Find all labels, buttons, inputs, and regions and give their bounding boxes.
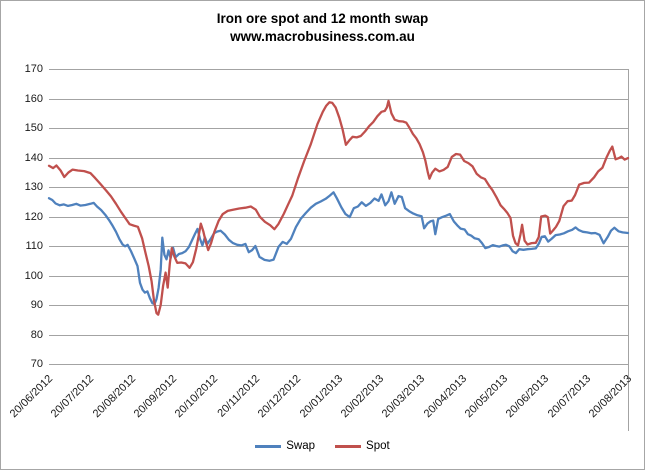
y-axis-tick-label: 80 xyxy=(30,328,43,341)
spot-legend-label: Spot xyxy=(366,440,390,452)
swap-legend-line-icon xyxy=(255,444,282,448)
legend: Swap Spot xyxy=(1,440,644,452)
chart-subtitle: www.macrobusiness.com.au xyxy=(230,29,415,44)
chart-title: Iron ore spot and 12 month swap xyxy=(216,11,429,26)
gridline-y-100 xyxy=(49,275,628,277)
swap-legend-label: Swap xyxy=(286,440,316,452)
legend-item-swap: Swap xyxy=(255,440,315,452)
gridline-y-120 xyxy=(49,216,628,218)
gridline-y-110 xyxy=(49,246,628,247)
y-axis-tick-label: 70 xyxy=(30,358,43,370)
legend-item-spot: Spot xyxy=(335,440,390,452)
gridline-y-90 xyxy=(49,305,628,306)
swap-series-line xyxy=(47,191,630,306)
plot-right-border xyxy=(628,69,629,431)
gridline-y-130 xyxy=(49,187,628,188)
y-axis-tick-label: 170 xyxy=(24,63,43,75)
gridline-y-170 xyxy=(49,69,628,70)
y-axis-tick-label: 130 xyxy=(24,181,43,193)
y-axis-tick-label: 120 xyxy=(24,210,43,223)
y-axis-tick-label: 100 xyxy=(24,269,43,282)
spot-series-line xyxy=(47,99,630,316)
spot-legend-line-icon xyxy=(335,444,362,448)
gridline-y-150 xyxy=(49,128,628,129)
gridline-y-80 xyxy=(49,334,628,336)
y-axis-tick-label: 90 xyxy=(30,299,43,311)
gridline-y-160 xyxy=(49,98,628,100)
y-axis-tick-label: 140 xyxy=(24,151,43,164)
y-axis-tick-label: 150 xyxy=(24,122,43,134)
y-axis-tick-label: 160 xyxy=(24,92,43,105)
gridline-y-140 xyxy=(49,157,628,159)
gridline-y-70 xyxy=(49,364,628,365)
y-axis-tick-label: 110 xyxy=(25,240,43,252)
